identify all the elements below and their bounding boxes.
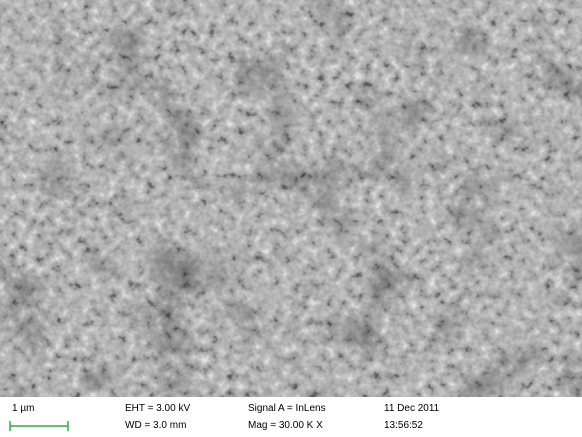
date: 11 Dec 2011: [384, 403, 440, 414]
scale-bar-label: 1 µm: [12, 403, 34, 414]
sem-image-shading: [0, 0, 582, 397]
mag: Mag = 30.00 K X: [248, 420, 323, 431]
scale-bar: [9, 421, 69, 431]
signal: Signal A = InLens: [248, 403, 326, 414]
eht: EHT = 3.00 kV: [125, 403, 190, 414]
time: 13:56:52: [384, 420, 423, 431]
info-bar: [0, 397, 582, 437]
wd: WD = 3.0 mm: [125, 420, 186, 431]
